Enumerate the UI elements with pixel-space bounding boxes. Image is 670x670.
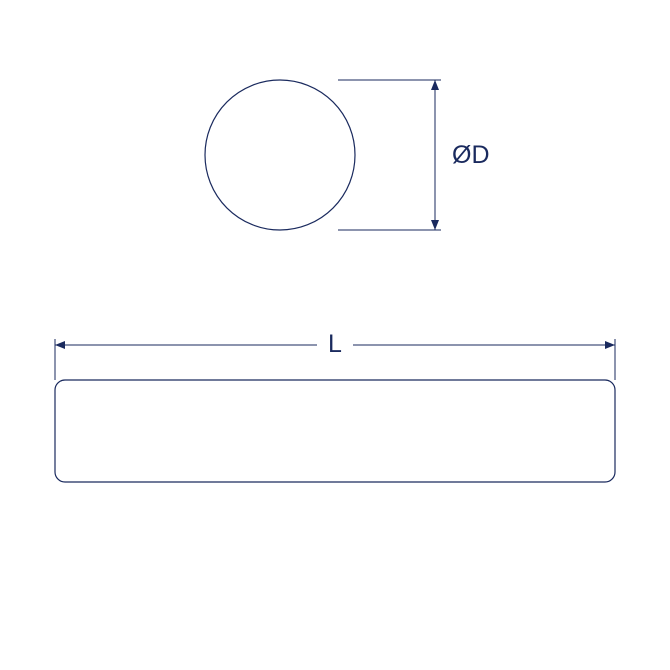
technical-drawing: ØD L [0, 0, 670, 670]
length-label: L [328, 330, 342, 358]
diameter-label: ØD [452, 141, 490, 169]
